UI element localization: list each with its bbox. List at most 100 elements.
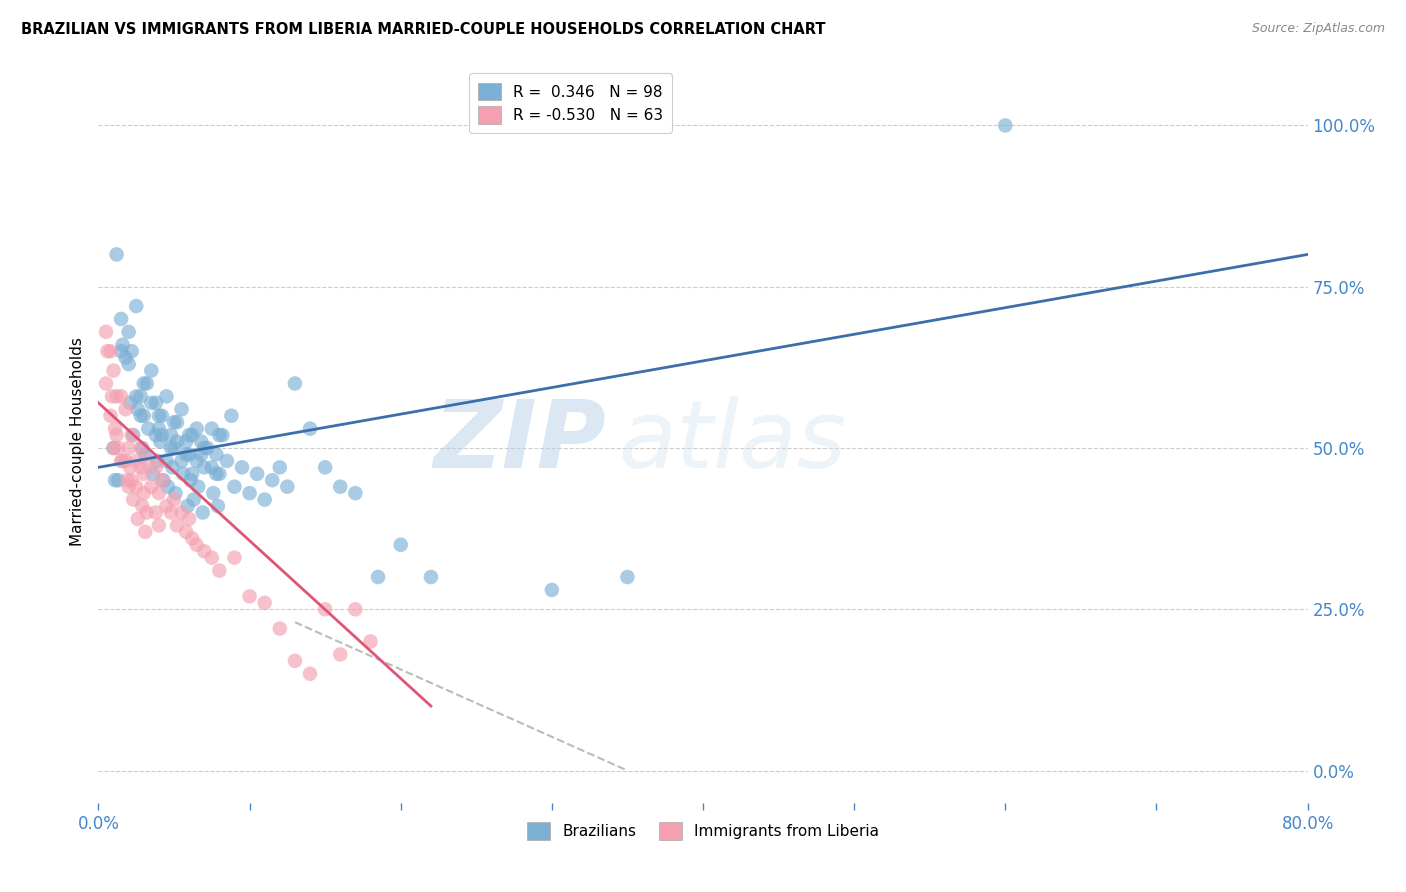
Point [148,518,170,533]
Point [120,460,142,475]
Legend: Brazilians, Immigrants from Liberia: Brazilians, Immigrants from Liberia [520,816,886,846]
Point [179,428,201,442]
Point [224,550,246,565]
Point [269,460,291,475]
Point [118,325,141,339]
Point [166,415,188,429]
Point [160,441,183,455]
Point [134,524,156,539]
Point [329,648,352,662]
Point [125,480,148,494]
Point [94,325,117,339]
Point [110,454,132,468]
Point [152,473,174,487]
Point [207,499,229,513]
Point [105,428,128,442]
Point [132,486,155,500]
Point [110,312,132,326]
Point [160,428,183,442]
Point [127,512,149,526]
Point [163,415,186,429]
Point [190,434,212,449]
Point [239,486,262,500]
Point [181,531,204,545]
Point [165,486,187,500]
Point [115,473,138,487]
Point [129,389,152,403]
Point [163,492,186,507]
Point [150,473,173,487]
Point [120,396,142,410]
Point [299,422,322,436]
Point [114,454,136,468]
Point [107,441,129,455]
Point [122,428,145,442]
Point [107,473,129,487]
Point [125,389,148,403]
Point [121,473,143,487]
Point [145,428,167,442]
Point [125,454,148,468]
Point [201,550,224,565]
Point [181,428,204,442]
Point [186,538,208,552]
Point [181,467,204,481]
Point [105,247,128,261]
Point [141,363,163,377]
Point [118,480,141,494]
Point [201,422,224,436]
Y-axis label: Married-couple Households: Married-couple Households [69,337,84,546]
Point [100,344,122,359]
Point [118,357,141,371]
Point [135,376,157,391]
Point [174,434,197,449]
Point [179,447,201,461]
Point [208,428,231,442]
Point [276,480,298,494]
Point [163,441,186,455]
Point [103,363,125,377]
Point [142,467,165,481]
Point [166,434,188,449]
Point [186,454,208,468]
Point [132,467,155,481]
Point [190,447,212,461]
Point [174,524,197,539]
Point [141,480,163,494]
Point [146,454,169,468]
Point [299,666,322,681]
Text: atlas: atlas [619,396,846,487]
Point [202,486,225,500]
Point [269,622,291,636]
Point [191,506,214,520]
Point [103,441,125,455]
Point [145,460,167,475]
Point [135,454,157,468]
Point [125,299,148,313]
Point [195,441,218,455]
Point [211,428,233,442]
Point [174,447,197,461]
Point [160,506,183,520]
Point [187,480,209,494]
Point [420,570,443,584]
Point [360,634,382,648]
Point [148,409,170,423]
Point [156,480,179,494]
Point [540,582,562,597]
Point [221,409,243,423]
Point [314,460,336,475]
Point [104,422,127,436]
Point [94,376,117,391]
Point [262,473,284,487]
Point [141,396,163,410]
Point [201,460,224,475]
Point [170,402,193,417]
Point [253,596,276,610]
Text: Source: ZipAtlas.com: Source: ZipAtlas.com [1251,22,1385,36]
Point [284,654,307,668]
Point [367,570,389,584]
Text: BRAZILIAN VS IMMIGRANTS FROM LIBERIA MARRIED-COUPLE HOUSEHOLDS CORRELATION CHART: BRAZILIAN VS IMMIGRANTS FROM LIBERIA MAR… [21,22,825,37]
Point [186,422,208,436]
Point [284,376,307,391]
